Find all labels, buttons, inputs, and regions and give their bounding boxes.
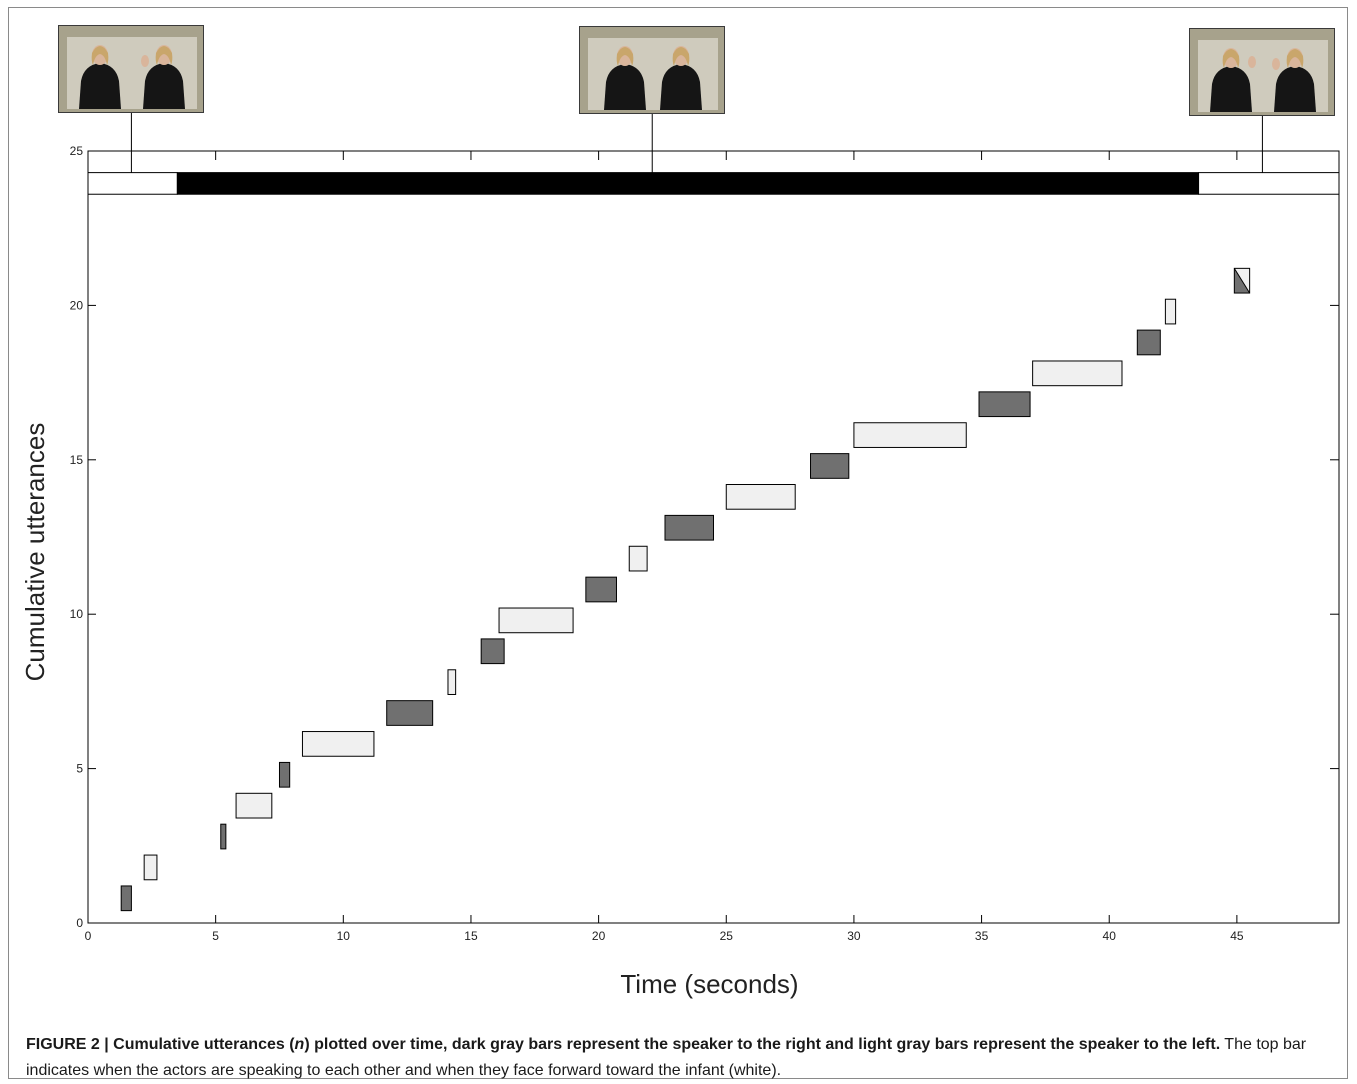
x-tick-label: 10 — [337, 929, 351, 943]
y-tick-label: 5 — [76, 762, 83, 776]
utterance-bar-light — [628, 545, 648, 572]
actor-photo-left — [588, 38, 655, 110]
y-tick-label: 0 — [76, 916, 83, 930]
actor-silhouette — [604, 46, 647, 110]
y-tick-label: 20 — [70, 298, 84, 312]
top-bar-segment-each_other — [176, 172, 1200, 195]
x-tick-label: 0 — [85, 929, 92, 943]
top-bar-segment-forward — [1198, 172, 1340, 195]
utterance-bar-divider — [1233, 268, 1251, 294]
cumulative-utterances-chart: 0 5 10 15 20 25 30 35 40 45 0 5 10 15 20 25 Time (second… — [20, 113, 1340, 999]
x-tick-label: 35 — [975, 929, 989, 943]
figure-frame — [8, 7, 1348, 1079]
y-axis-label: Cumulative utterances — [20, 423, 50, 682]
utterance-bar-light — [498, 607, 574, 634]
x-tick-label: 45 — [1230, 929, 1244, 943]
utterance-bar-outline — [1233, 267, 1251, 294]
utterance-bar-dark — [810, 453, 850, 479]
actor-silhouette — [1210, 48, 1257, 112]
figure-caption: FIGURE 2 | Cumulative utterances (n) plo… — [26, 1032, 1336, 1084]
x-tick-label: 5 — [212, 929, 219, 943]
utterance-bar-dark — [220, 823, 227, 850]
utterance-bar-dark — [120, 885, 132, 912]
x-tick-label: 25 — [720, 929, 734, 943]
x-tick-label: 15 — [464, 929, 478, 943]
caption-label: FIGURE 2 | — [26, 1036, 114, 1053]
actor-photo-right — [1262, 40, 1329, 112]
caption-variable: n — [294, 1036, 305, 1053]
caption-text: The top bar indicates when the actors ar… — [26, 1036, 1307, 1079]
utterance-bar-dark — [480, 638, 505, 665]
utterance-bar-light — [1032, 360, 1123, 387]
actor-silhouette — [1272, 48, 1317, 112]
utterance-bar-light — [1164, 298, 1177, 325]
utterance-bar-dark — [978, 391, 1031, 418]
top-bar-segment-forward — [87, 172, 178, 195]
photo-thumbnail-middle — [579, 26, 726, 114]
x-tick-label: 40 — [1103, 929, 1117, 943]
utterance-bar-light — [301, 731, 375, 757]
utterance-bar-dark — [278, 761, 291, 788]
actor-photo-right — [652, 38, 719, 110]
y-tick-label: 25 — [70, 144, 84, 158]
plot-area — [87, 150, 1340, 924]
x-axis-label: Time (seconds) — [620, 969, 798, 999]
caption-bold-pre: Cumulative utterances ( — [113, 1036, 295, 1053]
actor-photo-left — [67, 37, 134, 109]
utterance-bar-light — [235, 792, 273, 819]
x-tick-label: 20 — [592, 929, 606, 943]
actor-photo-left — [1198, 40, 1265, 112]
utterance-bar-light — [143, 854, 158, 881]
photo-thumbnail-end — [1189, 28, 1336, 116]
utterance-bar-light — [447, 669, 457, 695]
utterance-bar-dark — [585, 576, 617, 603]
actor-photo-right — [131, 37, 198, 109]
actor-silhouette — [141, 45, 186, 109]
actor-silhouette — [79, 45, 122, 109]
y-tick-label: 10 — [70, 607, 84, 621]
y-tick-label: 15 — [70, 453, 84, 467]
utterance-bar-dark — [664, 514, 714, 541]
utterance-bar-light — [853, 422, 967, 448]
actor-silhouette — [660, 46, 703, 110]
x-tick-label: 30 — [847, 929, 861, 943]
utterance-bar-dark — [1136, 329, 1161, 356]
caption-bold-post: ) plotted over time, dark gray bars repr… — [304, 1036, 1221, 1053]
photo-thumbnail-start — [58, 25, 205, 113]
utterance-bar-dark — [386, 700, 434, 726]
utterance-bar-light — [725, 484, 796, 510]
